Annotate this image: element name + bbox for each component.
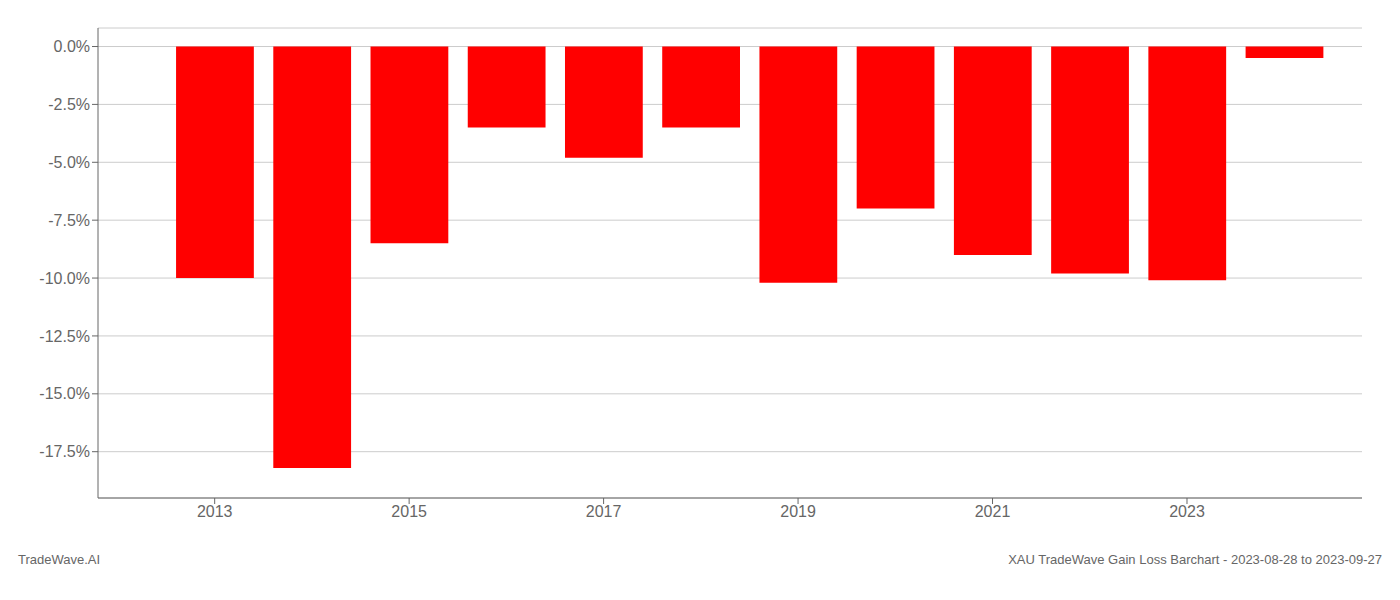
html-text:TradeWave.AI: TradeWave.AI [18, 552, 101, 567]
svg-text:-5.0%: -5.0% [48, 154, 90, 171]
svg-text:2021: 2021 [975, 503, 1011, 520]
svg-text:-15.0%: -15.0% [39, 385, 90, 402]
svg-text:-10.0%: -10.0% [39, 270, 90, 287]
svg-text:-12.5%: -12.5% [39, 328, 90, 345]
svg-text:0.0%: 0.0% [54, 38, 90, 55]
html-text:XAU TradeWave Gain Loss Barcha: XAU TradeWave Gain Loss Barchart - 2023-… [1008, 552, 1382, 567]
svg-text:2023: 2023 [1169, 503, 1205, 520]
svg-text:2019: 2019 [780, 503, 816, 520]
svg-text:2015: 2015 [391, 503, 427, 520]
svg-text:-17.5%: -17.5% [39, 443, 90, 460]
svg-text:-2.5%: -2.5% [48, 96, 90, 113]
svg-text:2017: 2017 [586, 503, 622, 520]
svg-text:2013: 2013 [197, 503, 233, 520]
svg-text:-7.5%: -7.5% [48, 212, 90, 229]
